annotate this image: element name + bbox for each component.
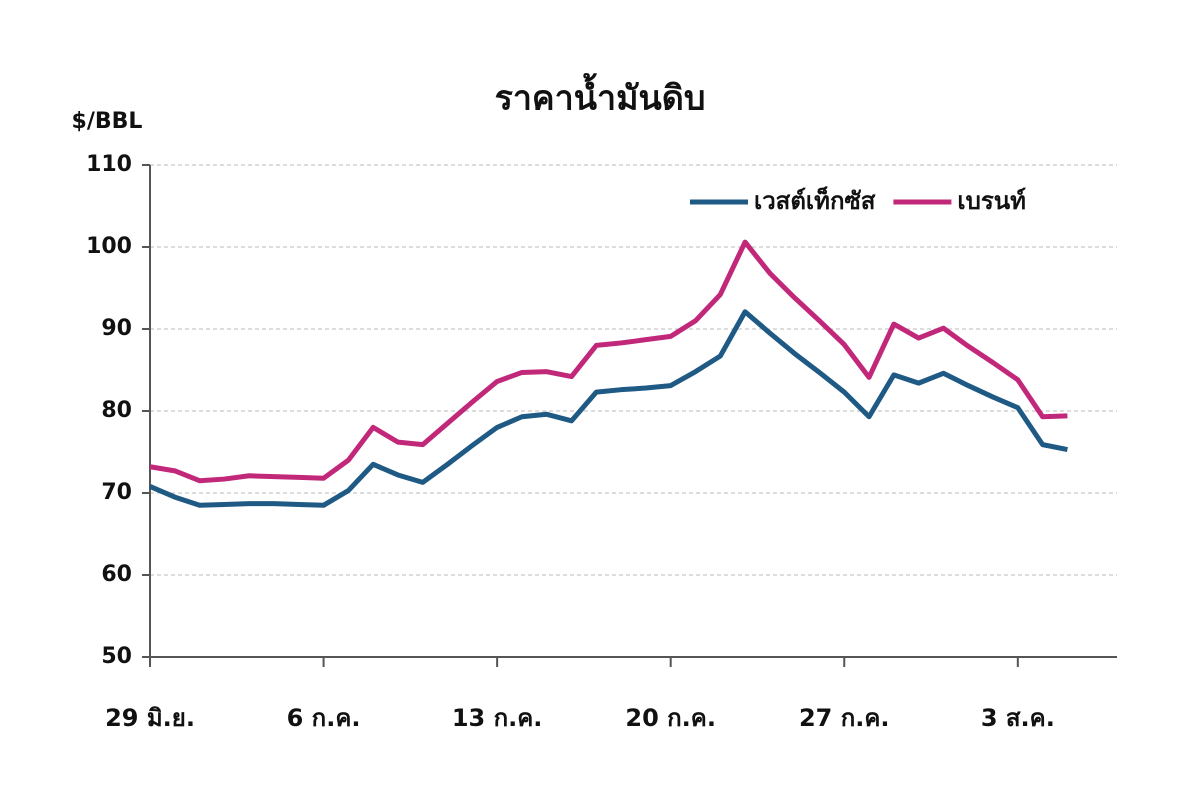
- legend-label: เวสต์เท็กซัส: [754, 186, 876, 215]
- x-tick-label: 13 ก.ค.: [452, 704, 543, 732]
- series-line: [149, 239, 1068, 484]
- x-tick-label: 3 ส.ค.: [981, 704, 1055, 732]
- y-tick-label: 70: [101, 480, 132, 505]
- y-tick-label: 110: [86, 152, 132, 177]
- x-tick-label: 20 ก.ค.: [625, 704, 716, 732]
- x-tick-label: 27 ก.ค.: [799, 704, 890, 732]
- legend-label: เบรนท์: [957, 187, 1026, 215]
- y-tick-label: 60: [101, 562, 132, 587]
- y-tick-label: 90: [101, 316, 132, 341]
- y-tick-label: 100: [86, 234, 132, 259]
- y-axis-label: $/BBL: [72, 109, 143, 134]
- x-tick-label: 6 ก.ค.: [287, 704, 361, 732]
- x-tick-label: 29 มิ.ย.: [105, 704, 195, 732]
- chart-title: ราคาน้ำมันดิบ: [495, 73, 706, 119]
- y-tick-label: 50: [101, 644, 132, 669]
- series-line: [149, 309, 1068, 508]
- y-tick-label: 80: [101, 398, 132, 423]
